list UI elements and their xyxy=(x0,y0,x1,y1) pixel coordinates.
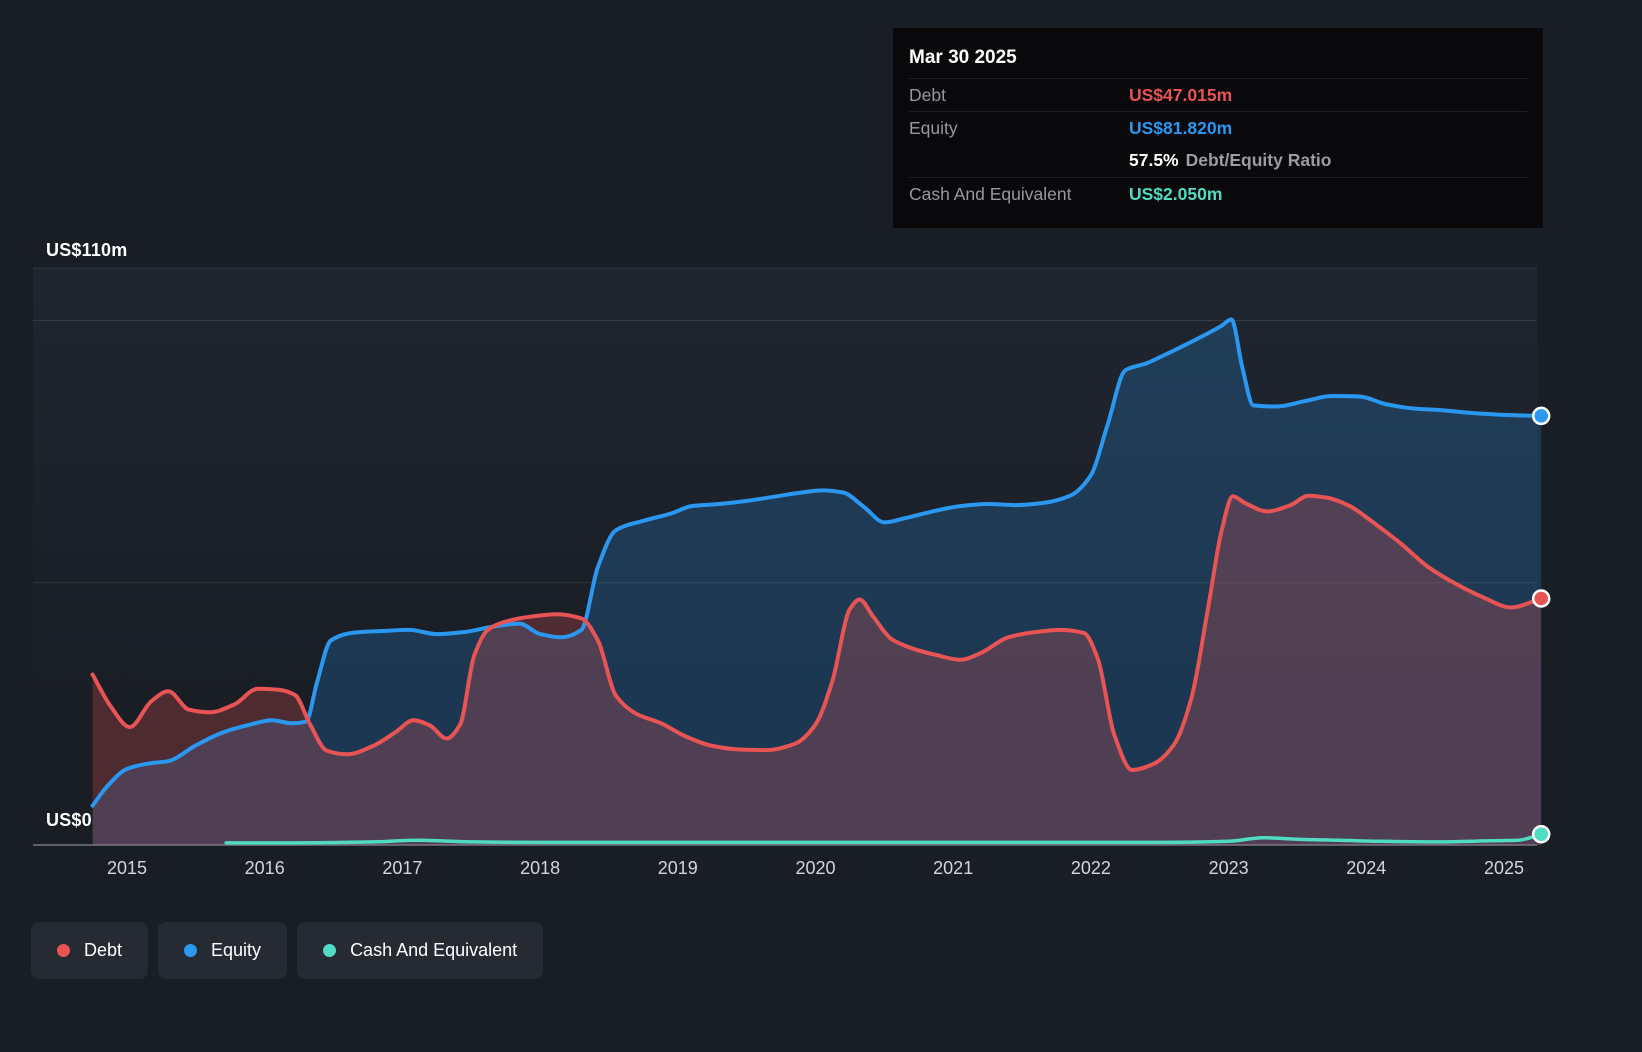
equity-legend-dot xyxy=(184,944,198,957)
legend-item-equity[interactable]: Equity xyxy=(158,922,288,979)
tooltip-debt-label: Debt xyxy=(909,84,946,105)
debt-legend-dot xyxy=(57,944,70,957)
tooltip-date: Mar 30 2025 xyxy=(909,47,1017,68)
y-axis-label-max: US$110m xyxy=(46,240,128,260)
cash-and-equivalent-line xyxy=(224,832,1543,845)
tooltip-equity-value: US$81.820m xyxy=(1129,117,1233,138)
tooltip-ratio-row: 57.5% Debt/Equity Ratio xyxy=(909,144,1527,177)
cash-and-equivalent-endpoint-marker[interactable] xyxy=(1531,824,1551,844)
tooltip-equity-row: Equity US$81.820m xyxy=(909,111,1527,144)
legend-item-debt[interactable]: Debt xyxy=(31,922,149,979)
tooltip: Mar 30 2025 Debt US$47.015m Equity US$81… xyxy=(893,28,1543,228)
equity-line xyxy=(90,317,1544,808)
tooltip-cash-label: Cash And Equivalent xyxy=(909,183,1072,204)
legend-item-cash[interactable]: Cash And Equivalent xyxy=(297,922,544,979)
legend-item-cash-label: Cash And Equivalent xyxy=(350,940,518,960)
debt-area xyxy=(92,495,1542,845)
debt-line xyxy=(90,493,1544,772)
tooltip-cash-row: Cash And Equivalent US$2.050m xyxy=(909,177,1527,210)
tooltip-debt-value: US$47.015m xyxy=(1129,84,1233,105)
legend-item-debt-label: Debt xyxy=(84,940,123,960)
debt-endpoint-marker[interactable] xyxy=(1531,589,1551,608)
tooltip-ratio-value: 57.5% xyxy=(1129,150,1179,170)
tooltip-cash-value: US$2.050m xyxy=(1129,183,1223,204)
y-axis-label-zero: US$0 xyxy=(46,810,92,830)
tooltip-ratio-label: Debt/Equity Ratio xyxy=(1185,150,1332,170)
equity-area xyxy=(92,319,1542,845)
equity-endpoint-marker[interactable] xyxy=(1531,406,1551,426)
legend-item-equity-label: Equity xyxy=(211,940,262,960)
tooltip-debt-row: Debt US$47.015m xyxy=(909,78,1527,111)
cash-legend-dot xyxy=(323,944,337,957)
tooltip-equity-label: Equity xyxy=(909,117,958,138)
legend: Debt Equity Cash And Equivalent xyxy=(31,922,544,979)
